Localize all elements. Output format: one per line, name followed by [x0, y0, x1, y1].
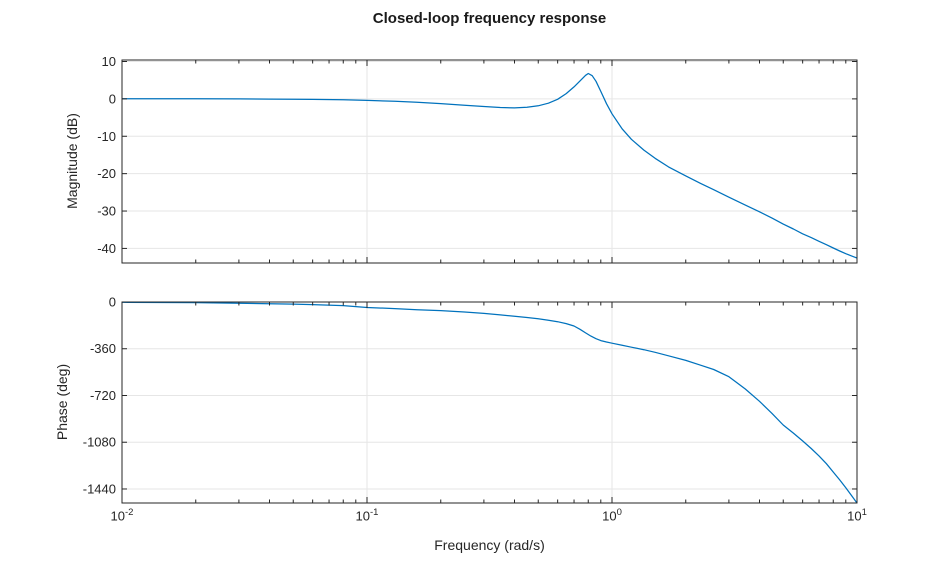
x-tick-label: 10-1 — [355, 507, 379, 524]
y-tick-label: -20 — [97, 166, 116, 181]
phase-axes-box — [121, 301, 858, 504]
frequency-axis-label: Frequency (rad/s) — [434, 537, 545, 553]
magnitude-plot: 10 0 -10 -20 -30 -40 — [97, 54, 858, 264]
y-tick-label: -30 — [97, 204, 116, 219]
y-tick-label: -1440 — [83, 481, 116, 496]
y-tick-label: 0 — [109, 91, 116, 106]
magnitude-axis-label: Magnitude (dB) — [64, 113, 80, 209]
figure-title: Closed-loop frequency response — [372, 10, 607, 27]
magnitude-axes-box — [121, 59, 858, 264]
y-tick-label: 10 — [102, 54, 116, 69]
phase-axis-label: Phase (deg) — [54, 363, 70, 441]
x-tick-label: 101 — [847, 507, 867, 524]
y-tick-label: 0 — [109, 295, 116, 310]
phase-plot: 0 -360 -720 -1080 -1440 — [83, 295, 858, 504]
closed-loop-magnitude-curve — [122, 72, 857, 259]
y-tick-label: -10 — [97, 129, 116, 144]
x-tick-label: 100 — [602, 507, 622, 524]
closed-loop-phase-curve — [122, 302, 857, 503]
y-tick-label: -40 — [97, 241, 116, 256]
x-tick-label: 10-2 — [110, 507, 134, 524]
y-tick-label: -720 — [90, 388, 116, 403]
y-tick-label: -360 — [90, 341, 116, 356]
y-tick-label: -1080 — [83, 435, 116, 450]
